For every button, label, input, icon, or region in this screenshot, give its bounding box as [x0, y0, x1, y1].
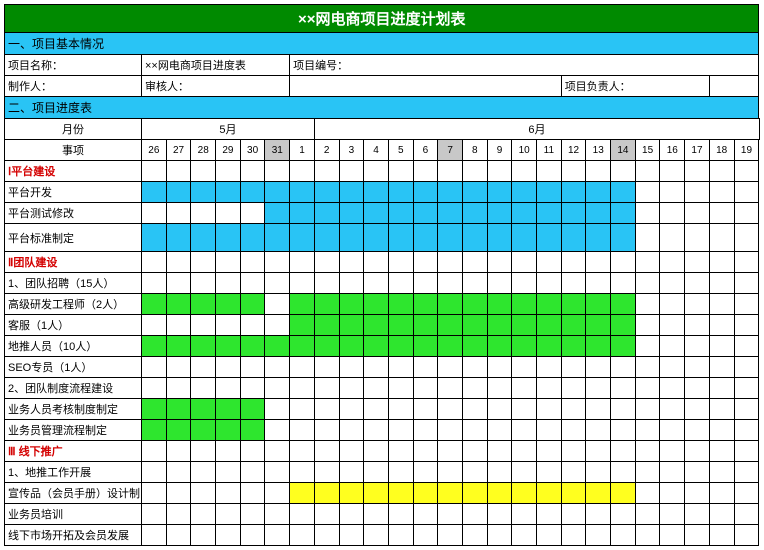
row-label-16: 业务员培训 [5, 504, 142, 525]
row-label-6: 高级研发工程师（2人） [5, 294, 142, 315]
day-header-12: 12 [561, 140, 586, 161]
row-label-2: 平台测试修改 [5, 203, 142, 224]
day-header-16: 16 [660, 140, 685, 161]
row-label-9: SEO专员（1人） [5, 357, 142, 378]
day-header-17: 17 [685, 140, 710, 161]
day-header-26: 26 [142, 140, 167, 161]
day-header-15: 15 [635, 140, 660, 161]
reviewer-label: 审核人： [142, 76, 290, 97]
owner-label: 项目负责人： [561, 76, 709, 97]
proj-no-label: 项目编号： [290, 55, 759, 76]
day-header-18: 18 [709, 140, 734, 161]
section-2-header: 二、项目进度表 [5, 97, 759, 119]
item-row-label: 事项 [5, 140, 142, 161]
proj-name-value: ××网电商项目进度表 [142, 55, 290, 76]
row-label-4: Ⅱ团队建设 [5, 252, 142, 273]
day-header-6: 6 [413, 140, 438, 161]
day-header-31: 31 [265, 140, 290, 161]
row-label-14: 1、地推工作开展 [5, 462, 142, 483]
row-label-13: Ⅲ 线下推广 [5, 441, 142, 462]
day-header-30: 30 [240, 140, 265, 161]
day-header-5: 5 [388, 140, 413, 161]
day-header-27: 27 [166, 140, 191, 161]
day-header-7: 7 [438, 140, 463, 161]
row-label-0: Ⅰ平台建设 [5, 161, 142, 182]
day-header-1: 1 [290, 140, 315, 161]
row-label-1: 平台开发 [5, 182, 142, 203]
day-header-2: 2 [314, 140, 339, 161]
day-header-13: 13 [586, 140, 611, 161]
month-row-label: 月份 [5, 119, 142, 140]
day-header-9: 9 [487, 140, 512, 161]
section-1-header: 一、项目基本情况 [5, 33, 759, 55]
day-header-10: 10 [512, 140, 537, 161]
month-1: 6月 [314, 119, 759, 140]
row-label-10: 2、团队制度流程建设 [5, 378, 142, 399]
month-0: 5月 [142, 119, 315, 140]
day-header-8: 8 [462, 140, 487, 161]
day-header-4: 4 [364, 140, 389, 161]
day-header-19: 19 [734, 140, 759, 161]
page-title: ××网电商项目进度计划表 [5, 5, 759, 33]
row-label-5: 1、团队招聘（15人） [5, 273, 142, 294]
row-label-17: 线下市场开拓及会员发展 [5, 525, 142, 546]
row-label-8: 地推人员（10人） [5, 336, 142, 357]
proj-name-label: 项目名称： [5, 55, 142, 76]
row-label-7: 客服（1人） [5, 315, 142, 336]
row-label-11: 业务人员考核制度制定 [5, 399, 142, 420]
maker-label: 制作人： [5, 76, 142, 97]
row-label-3: 平台标准制定 [5, 224, 142, 252]
day-header-3: 3 [339, 140, 364, 161]
day-header-29: 29 [216, 140, 241, 161]
day-header-11: 11 [537, 140, 562, 161]
row-label-15: 宣传品（会员手册）设计制 [5, 483, 142, 504]
gantt-table: ××网电商项目进度计划表一、项目基本情况项目名称：××网电商项目进度表项目编号：… [4, 4, 760, 546]
day-header-14: 14 [611, 140, 636, 161]
day-header-28: 28 [191, 140, 216, 161]
row-label-12: 业务员管理流程制定 [5, 420, 142, 441]
